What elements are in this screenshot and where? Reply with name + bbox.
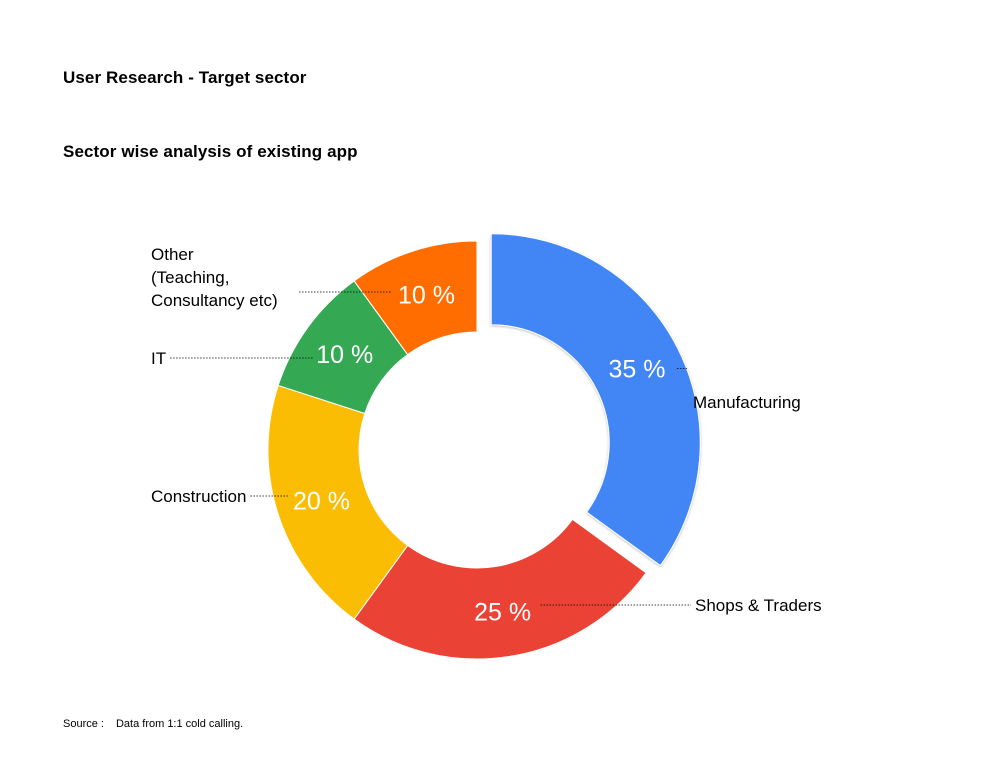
slice-other-teaching-consultancy-etc: [353, 240, 478, 356]
slice-construction: [267, 384, 409, 620]
category-label-other-teaching-consultancy-etc: Other (Teaching, Consultancy etc): [151, 245, 278, 310]
slice-shops-traders: [353, 518, 647, 660]
slice-manufacturing: [490, 233, 701, 567]
value-label-construction: 20 %: [293, 488, 350, 516]
category-label-it: IT: [151, 349, 166, 368]
value-label-it: 10 %: [316, 341, 373, 369]
value-label-manufacturing: 35 %: [608, 356, 665, 384]
value-label-other-teaching-consultancy-etc: 10 %: [398, 282, 455, 310]
category-label-manufacturing: Manufacturing: [693, 393, 801, 412]
page-title: User Research - Target sector: [63, 68, 307, 87]
source-label: Source :: [63, 718, 104, 730]
category-label-construction: Construction: [151, 487, 246, 506]
chart-title: Sector wise analysis of existing app: [63, 142, 358, 161]
value-label-shops-traders: 25 %: [474, 598, 531, 626]
source-value: Data from 1:1 cold calling.: [115, 718, 244, 730]
leader-line-other-teaching-consultancy-etc: [299, 290, 391, 293]
category-label-shops-traders: Shops & Traders: [695, 596, 822, 615]
source-note: Source : Data from 1:1 cold calling.: [63, 718, 243, 730]
